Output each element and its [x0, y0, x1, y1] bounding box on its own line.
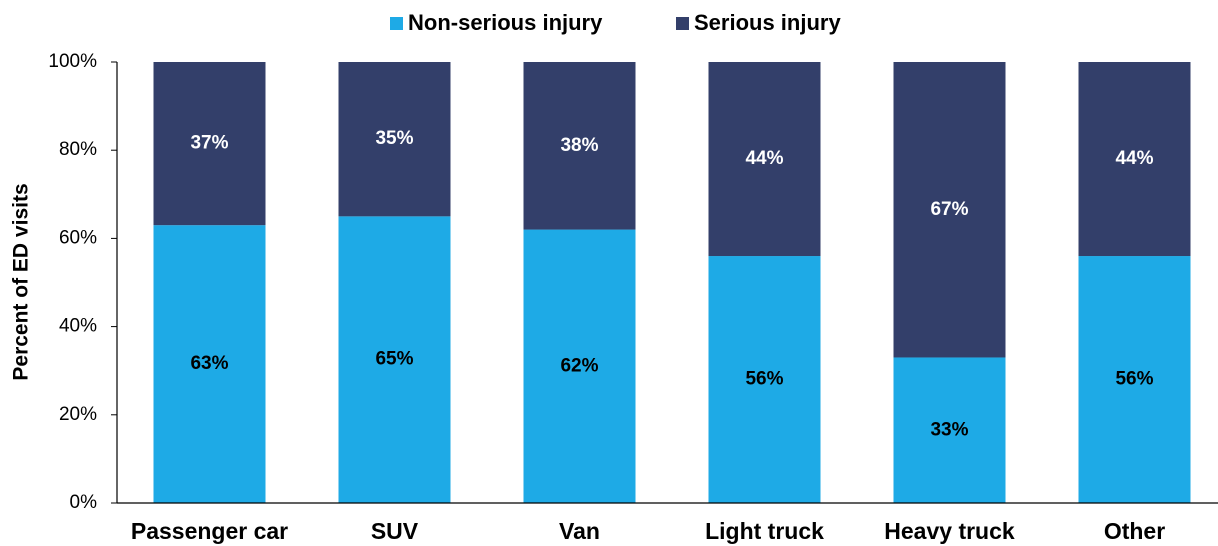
x-tick-label: Heavy truck — [884, 518, 1015, 544]
legend-label: Serious injury — [694, 10, 841, 35]
bar-segment — [338, 62, 451, 217]
data-label: 63% — [190, 353, 228, 374]
bar-segment — [523, 229, 636, 503]
data-label: 56% — [745, 369, 783, 390]
bar-segment — [708, 256, 821, 503]
y-tick-label: 60% — [59, 227, 97, 248]
data-label: 44% — [1115, 148, 1153, 169]
bar-segment — [1078, 62, 1191, 257]
x-tick-label: Passenger car — [131, 518, 288, 544]
bar-segment — [523, 62, 636, 230]
x-tick-label: SUV — [371, 518, 419, 544]
bar-segment — [1078, 256, 1191, 503]
legend-swatch — [676, 17, 689, 30]
bar-segment — [153, 225, 266, 504]
x-tick-label: Other — [1104, 518, 1165, 544]
data-label: 62% — [560, 355, 598, 376]
data-label: 44% — [745, 148, 783, 169]
y-tick-label: 0% — [70, 492, 98, 513]
x-tick-label: Light truck — [705, 518, 824, 544]
bar-segment — [893, 357, 1006, 503]
y-tick-label: 40% — [59, 316, 97, 337]
bar-segment — [153, 62, 266, 226]
bar-segment — [893, 62, 1006, 358]
data-label: 35% — [375, 128, 413, 149]
legend-label: Non-serious injury — [408, 10, 603, 35]
y-tick-label: 20% — [59, 404, 97, 425]
data-label: 38% — [560, 135, 598, 156]
data-label: 67% — [930, 199, 968, 220]
y-tick-label: 100% — [48, 51, 97, 72]
bar-segment — [338, 216, 451, 503]
legend-swatch — [390, 17, 403, 30]
y-axis-label: Percent of ED visits — [10, 183, 33, 380]
data-label: 33% — [930, 419, 968, 440]
data-label: 56% — [1115, 369, 1153, 390]
x-tick-label: Van — [559, 518, 600, 544]
data-label: 37% — [190, 133, 228, 154]
y-tick-label: 80% — [59, 139, 97, 160]
bar-segment — [708, 62, 821, 257]
data-label: 65% — [375, 349, 413, 370]
